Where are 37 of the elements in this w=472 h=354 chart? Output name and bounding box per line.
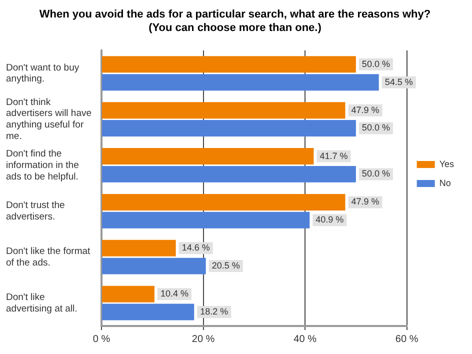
bar <box>102 258 206 274</box>
chart-title: When you avoid the ads for a particular search, what are the reasons why? (You can choose more than one.) <box>39 8 431 34</box>
y-tick-label: Don't like advertising at all. <box>6 292 78 314</box>
y-tick-label: Don't like the format of the ads. <box>6 246 91 268</box>
x-tick-label: 60 % <box>395 334 418 345</box>
data-label: 10.4 % <box>160 288 188 299</box>
legend-label: Yes <box>439 158 454 169</box>
data-label: 20.5 % <box>212 260 240 271</box>
y-tick-label: Don't find the information in the ads to be helpful. <box>6 148 79 182</box>
y-tick-label: Don't want to buy anything. <box>6 62 80 85</box>
bar <box>102 74 379 91</box>
y-tick-label: Don't think advertisers will have anything useful for me. <box>6 96 92 142</box>
bar <box>102 148 314 165</box>
x-tick-label: 20 % <box>192 334 215 345</box>
bar <box>102 304 194 320</box>
data-label: 41.7 % <box>320 150 348 161</box>
x-tick-label: 0 % <box>92 334 110 345</box>
bar <box>102 102 346 119</box>
data-label: 54.5 % <box>384 76 413 87</box>
x-tick-label: 40 % <box>294 334 317 345</box>
bar <box>102 120 356 136</box>
legend-label: No <box>439 178 451 188</box>
data-label: 14.6 % <box>182 242 210 253</box>
data-label: 50.0 % <box>362 168 390 179</box>
data-label: 50.0 % <box>362 122 390 133</box>
data-label: 50.0 % <box>362 58 390 69</box>
bar <box>102 194 346 210</box>
bar <box>102 240 176 256</box>
data-label: 40.9 % <box>316 214 344 225</box>
y-tick-label: Don't trust the advertisers. <box>6 200 65 222</box>
data-label: 47.9 % <box>351 104 380 115</box>
data-label: 18.2 % <box>200 306 228 316</box>
bar <box>102 286 154 302</box>
data-label: 47.9 % <box>351 196 380 207</box>
bar <box>102 212 310 228</box>
bar <box>102 166 356 182</box>
bar <box>102 56 356 73</box>
